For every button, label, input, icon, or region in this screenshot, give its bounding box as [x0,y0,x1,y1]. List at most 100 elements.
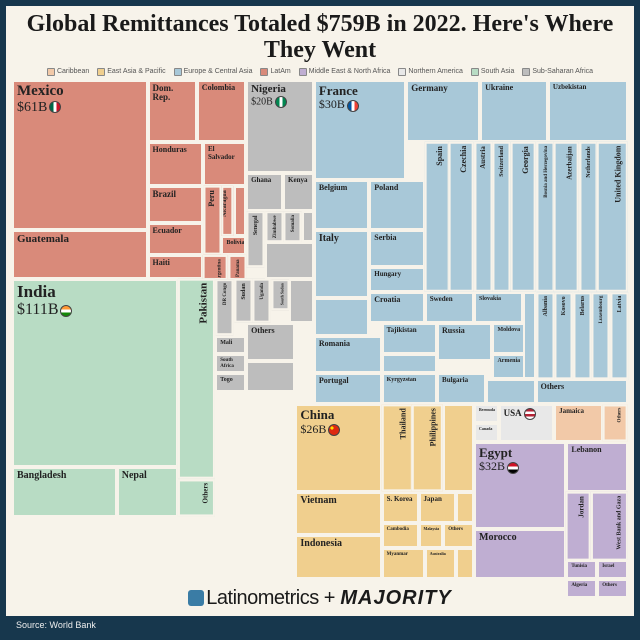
treemap-cell: Mali [215,336,246,355]
cell-name: South Sudan [280,283,284,305]
treemap-cell: Guatemala [12,230,148,280]
source-label: Source: World Bank [6,616,634,634]
cell-name: Australia [430,552,446,556]
treemap-cell: Bosnia and Herzegovina [536,142,554,292]
cell-name: Others [251,327,275,335]
cell-name: Spain [436,146,444,166]
legend-item: Europe & Central Asia [174,68,253,76]
cell-name: Pakistan [199,283,211,324]
cell-name: Ukraine [485,84,513,92]
cell-name: Sweden [430,296,453,303]
treemap-cell: Brazil [148,186,203,223]
cell-name: Peru [208,190,216,206]
cell-name: China [300,408,334,422]
cell-name: USA [504,408,536,420]
treemap-cell: Bermuda [474,404,499,423]
cell-name: Nigeria [251,84,286,96]
legend-item: Northern America [398,68,462,76]
cell-name: United Kingdom [615,146,623,203]
treemap-cell: Romania [314,336,382,373]
cell-name: Canada [479,427,492,431]
cell-name: Thailand [399,408,407,439]
flag-icon [275,96,287,108]
cell-name: Croatia [374,296,400,304]
cell-name: Mali [220,340,232,346]
treemap-cell: Latvia [610,292,628,379]
cell-name: Zimbabwe [273,215,278,238]
treemap-cell [456,492,474,523]
treemap-cell: Senegal [246,211,264,267]
plus-separator: + [324,587,336,609]
cell-name: India [17,283,56,301]
cell-value: $111B [17,302,72,318]
treemap-cell: Austria [474,142,492,292]
treemap-cell: Bolivia [221,236,246,255]
legend-item: Middle East & North Africa [299,68,391,76]
treemap-cell: Kenya [283,173,314,210]
treemap-cell: Sweden [425,292,474,323]
legend-swatch [47,68,55,76]
cell-name: Poland [374,184,398,192]
treemap-cell: Others [603,404,628,441]
globe-icon [188,590,204,606]
treemap-cell: South Sudan [271,279,289,310]
cell-name: Ghana [251,177,271,184]
cell-name: Tunisia [571,564,587,569]
flag-icon [347,100,359,112]
treemap-cell: Honduras [148,142,203,186]
flag-icon [507,462,519,474]
treemap-cell: Spain [425,142,450,292]
cell-name: Togo [220,377,232,383]
treemap-cell [289,279,314,323]
treemap-cell: Croatia [369,292,424,323]
cell-name: Italy [319,234,339,245]
treemap-cell: Somalia [283,211,301,242]
treemap-cell: Bangladesh [12,467,117,517]
cell-name: Somalia [291,215,296,232]
cell-name: Others [602,583,617,588]
treemap-cell [302,211,314,242]
cell-value: $26B [300,423,340,436]
cell-name: Dom. Rep. [153,84,192,103]
treemap-cell: Nigeria$20B [246,80,314,174]
cell-name: Panama [236,259,241,277]
treemap-cell: Japan [419,492,456,523]
legend-swatch [97,68,105,76]
cell-name: Ecuador [153,227,182,235]
cell-name: Albania [543,296,549,316]
treemap-cell: South Africa [215,354,246,373]
treemap-cell: Luxembourg [591,292,609,379]
treemap-cell: Argentina [203,255,228,280]
treemap-cell: S. Korea [382,492,419,523]
legend-item: South Asia [471,68,514,76]
cell-name: Indonesia [300,539,342,550]
treemap-cell: Georgia [511,142,536,292]
treemap-cell: Sudan [234,279,252,323]
treemap-cell: Russia [437,323,492,360]
treemap-cell: El Salvador [203,142,246,186]
treemap-cell: Belgium [314,180,369,230]
cell-name: Vietnam [300,496,336,507]
legend-label: Caribbean [57,68,89,75]
treemap-cell: DR Congo [215,279,233,335]
legend-label: South Asia [481,68,514,75]
cell-name: Luxembourg [599,296,604,324]
treemap-cell: Kosovo [554,292,572,379]
cell-name: Romania [319,340,350,348]
cell-name: Others [541,383,565,391]
treemap-cell: Tajikistan [382,323,437,354]
treemap: Mexico$61BGuatemalaDom. Rep.ColombiaHond… [12,80,628,579]
legend-swatch [260,68,268,76]
treemap-cell: Albania [536,292,554,379]
treemap-cell: India$111B [12,279,178,466]
treemap-cell: Portugal [314,373,382,404]
cell-name: Czechia [461,146,469,173]
legend-label: Europe & Central Asia [184,68,253,75]
treemap-cell: Serbia [369,230,424,267]
treemap-cell: Israel [597,560,628,579]
cell-name: DR Congo [223,283,228,305]
treemap-cell: USA [499,404,554,441]
treemap-cell: United Kingdom [597,142,628,292]
treemap-cell: Myanmar [382,548,425,579]
treemap-cell: Nicaragua [221,186,233,236]
